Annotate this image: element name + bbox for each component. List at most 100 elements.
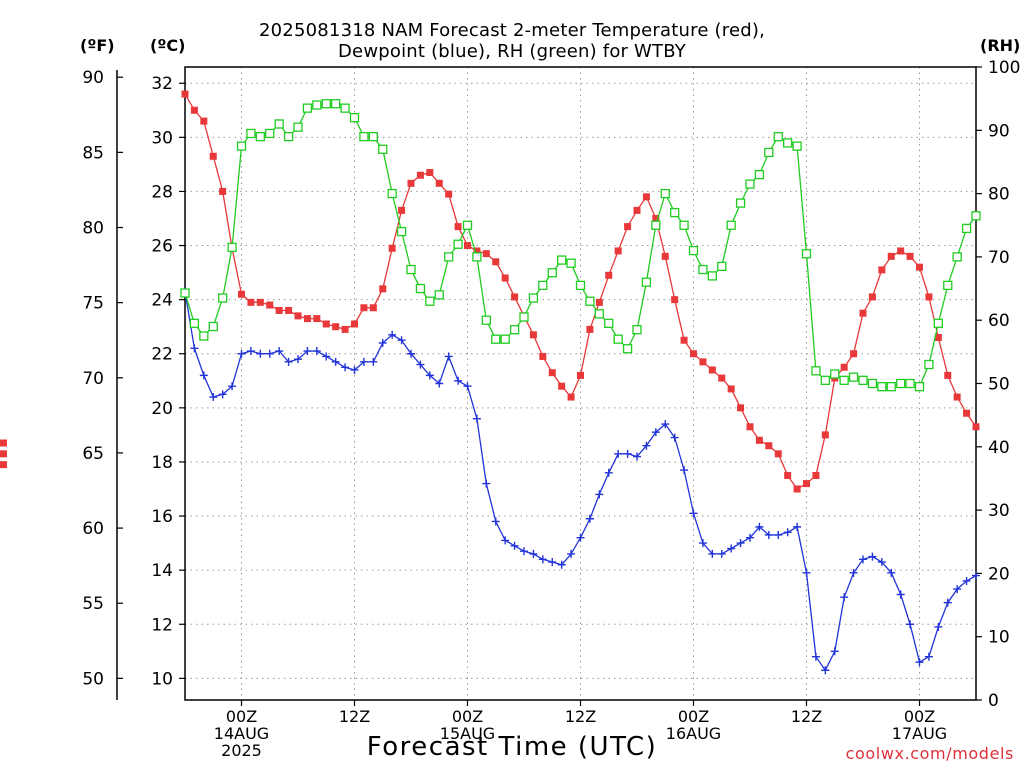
rh-point bbox=[783, 138, 793, 148]
2-meter-temperature-point bbox=[840, 363, 848, 371]
dewpoint-point bbox=[454, 376, 463, 385]
rh-point bbox=[180, 288, 190, 298]
dewpoint-point bbox=[934, 622, 943, 631]
dewpoint-point bbox=[802, 568, 811, 577]
dewpoint-point bbox=[915, 658, 924, 667]
2-meter-temperature-point bbox=[398, 206, 406, 214]
2-meter-temperature-point bbox=[784, 471, 792, 479]
dewpoint-point bbox=[623, 449, 632, 458]
dewpoint-point bbox=[680, 466, 689, 475]
rh-point bbox=[340, 103, 350, 113]
2-meter-temperature-point bbox=[934, 334, 942, 342]
dewpoint-point bbox=[746, 533, 754, 542]
2-meter-temperature-point bbox=[341, 325, 349, 333]
rh-tick-label: 90 bbox=[988, 121, 1010, 141]
rh-point bbox=[415, 283, 426, 294]
2-meter-temperature-point bbox=[247, 298, 255, 306]
2-meter-temperature-point bbox=[256, 298, 264, 306]
2-meter-temperature-point bbox=[661, 252, 669, 260]
fahrenheit-tick-label: 55 bbox=[82, 594, 104, 614]
2-meter-temperature-point bbox=[718, 374, 726, 382]
2-meter-temperature-point bbox=[303, 315, 311, 323]
dewpoint-point bbox=[633, 452, 641, 461]
rh-point bbox=[472, 252, 482, 262]
rh-point bbox=[359, 131, 369, 142]
dewpoint-point bbox=[774, 530, 783, 539]
dewpoint-point bbox=[614, 449, 623, 458]
2-meter-temperature-point bbox=[558, 382, 566, 390]
2-meter-temperature-point bbox=[605, 271, 613, 279]
2-meter-temperature-point bbox=[548, 369, 556, 377]
rh-point bbox=[735, 198, 746, 208]
rh-point bbox=[227, 242, 237, 253]
rh-point bbox=[848, 372, 859, 382]
2-meter-temperature-point bbox=[906, 252, 914, 260]
x-tick-label: 12Z bbox=[565, 707, 596, 726]
2-meter-temperature-point bbox=[379, 285, 387, 293]
rh-tick-label: 0 bbox=[988, 691, 999, 711]
rh-point bbox=[218, 293, 228, 303]
rh-point bbox=[594, 309, 604, 319]
dewpoint-point bbox=[661, 420, 670, 429]
celsius-tick-label: 16 bbox=[151, 507, 173, 527]
2-meter-temperature-point bbox=[369, 304, 377, 312]
2-meter-temperature-series bbox=[0, 90, 980, 493]
celsius-tick-label: 18 bbox=[151, 453, 173, 473]
rh-point bbox=[557, 255, 567, 265]
2-meter-temperature-point bbox=[482, 250, 490, 258]
dewpoint-point bbox=[585, 514, 594, 523]
dewpoint-point bbox=[256, 349, 265, 358]
2-meter-temperature-point bbox=[435, 179, 443, 187]
rh-point bbox=[961, 223, 972, 234]
dewpoint-point bbox=[717, 549, 726, 558]
rh-point bbox=[566, 258, 576, 268]
2-meter-temperature-point bbox=[238, 290, 245, 298]
rh-point bbox=[886, 382, 896, 392]
dewpoint-point bbox=[246, 347, 255, 356]
fahrenheit-tick-label: 80 bbox=[82, 219, 104, 239]
rh-point bbox=[660, 188, 670, 199]
rh-point bbox=[924, 359, 934, 370]
rh-point bbox=[801, 249, 812, 259]
2-meter-temperature-point bbox=[445, 190, 453, 198]
rh-point bbox=[434, 290, 444, 300]
2-meter-temperature-point bbox=[416, 171, 424, 179]
x-tick-label: 15AUG bbox=[440, 724, 495, 743]
2-meter-temperature-point bbox=[294, 312, 302, 320]
rh-point bbox=[641, 277, 652, 287]
2-meter-temperature-point bbox=[266, 301, 274, 309]
2-meter-temperature-point bbox=[313, 315, 321, 323]
rh-point bbox=[707, 271, 717, 281]
2-meter-temperature-point bbox=[633, 206, 641, 214]
2-meter-temperature-point bbox=[972, 423, 980, 431]
rh-tick-label: 100 bbox=[988, 58, 1020, 78]
rh-point bbox=[425, 296, 435, 306]
dewpoint-point bbox=[962, 576, 971, 585]
dewpoint-point bbox=[265, 349, 274, 358]
dewpoint-point bbox=[407, 349, 415, 358]
celsius-tick-label: 12 bbox=[151, 615, 173, 635]
dewpoint-point bbox=[689, 509, 698, 518]
2-meter-temperature-point bbox=[388, 244, 396, 252]
2-meter-temperature-point bbox=[0, 461, 7, 469]
rh-point bbox=[952, 252, 962, 262]
rh-point bbox=[726, 220, 736, 230]
2-meter-temperature-point bbox=[812, 471, 820, 479]
dewpoint-point bbox=[567, 549, 576, 558]
x-tick-label: 17AUG bbox=[892, 724, 947, 743]
x-tick-label: 14AUG bbox=[214, 724, 269, 743]
rh-point bbox=[773, 131, 783, 142]
grid-lines bbox=[185, 67, 976, 700]
dewpoint-point bbox=[284, 357, 293, 366]
fahrenheit-unit-label: (ºF) bbox=[80, 36, 115, 55]
2-meter-temperature-line bbox=[184, 93, 977, 490]
dewpoint-point bbox=[322, 352, 331, 361]
rh-point bbox=[246, 128, 256, 139]
2-meter-temperature-point bbox=[746, 423, 754, 431]
rh-point bbox=[585, 296, 595, 306]
2-meter-temperature-point bbox=[916, 263, 923, 271]
chart-title-line2: Dewpoint (blue), RH (green) for WTBY bbox=[337, 41, 687, 62]
2-meter-temperature-point bbox=[501, 274, 509, 282]
rh-point bbox=[877, 382, 887, 392]
rh-point bbox=[547, 268, 557, 278]
